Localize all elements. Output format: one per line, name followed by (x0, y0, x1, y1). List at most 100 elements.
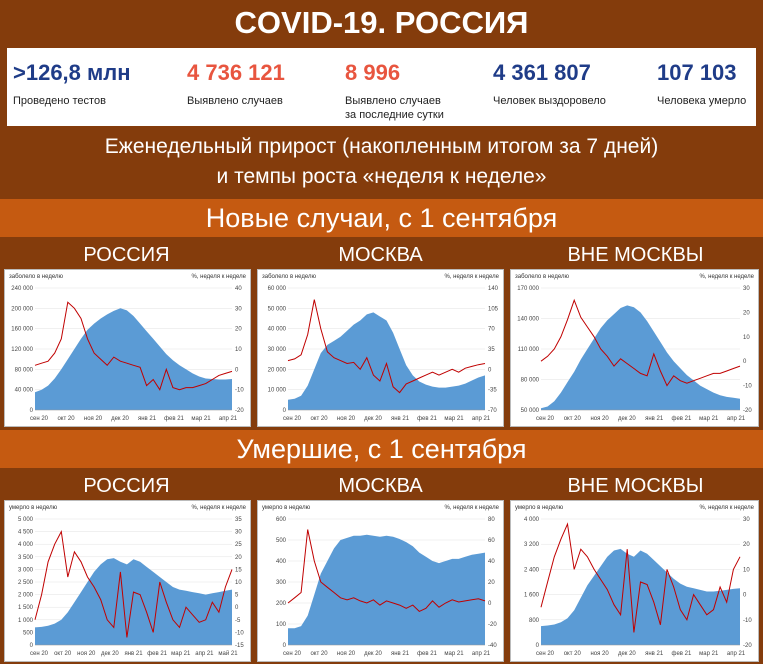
region-header-outside-moscow-deaths: ВНЕ МОСКВЫ (508, 472, 763, 500)
subtitle-line-1: Еженедельный прирост (накопленным итогом… (104, 135, 659, 158)
section-deaths: Умершие, с 1 сентября (0, 430, 763, 468)
y-tick-label: 4 000 (18, 542, 34, 548)
x-tick-label: мар 21 (699, 651, 719, 657)
x-tick-label: янв 21 (645, 416, 664, 422)
y2-tick-label: -10 (743, 618, 752, 624)
y2-tick-label: 30 (743, 517, 750, 523)
y-tick-label: 40 000 (15, 388, 34, 394)
y2-tick-label: -20 (743, 643, 752, 649)
region-header-russia-deaths: РОССИЯ (0, 472, 253, 500)
y2-tick-label: 0 (743, 359, 747, 365)
area-series (35, 308, 232, 410)
stat-recovered-value: 4 361 807 (493, 60, 591, 85)
x-tick-label: ноя 20 (337, 651, 356, 657)
y-tick-label: 2 400 (524, 567, 540, 573)
y2-tick-label: 30 (743, 286, 750, 292)
stat-tests: >126,8 млн Проведено тестов (13, 48, 173, 126)
chart-ylabel: заболело в неделю (9, 274, 63, 280)
chart-y2label: %, неделя к неделе (444, 274, 499, 280)
y-tick-label: 300 (276, 580, 287, 586)
y-tick-label: 110 000 (518, 347, 540, 353)
x-tick-label: янв 21 (391, 651, 410, 657)
y-tick-label: 1 000 (18, 618, 34, 624)
x-tick-label: окт 20 (54, 651, 72, 657)
y-tick-label: 3 200 (524, 542, 540, 548)
y2-tick-label: 10 (235, 580, 242, 586)
y2-tick-label: -20 (235, 408, 244, 414)
x-tick-label: мар 21 (699, 416, 719, 422)
x-tick-label: мар 21 (171, 651, 191, 657)
growth-rate-line (34, 301, 233, 391)
y-tick-label: 600 (276, 517, 287, 523)
y2-tick-label: 25 (235, 542, 242, 548)
stat-tests-value: >126,8 млн (13, 60, 131, 85)
x-tick-label: ноя 20 (590, 651, 609, 657)
y-tick-label: 160 000 (11, 327, 33, 333)
y-tick-label: 1 500 (18, 605, 34, 611)
chart-deaths-outside-moscow: умерло в неделю %, неделя к неделе 0 800 1 6… (510, 500, 759, 662)
y2-tick-label: 80 (488, 517, 495, 523)
y2-tick-label: -10 (743, 384, 752, 390)
page-title: COVID-19. РОССИЯ (0, 0, 763, 46)
x-tick-label: мар 21 (444, 416, 464, 422)
x-tick-label: сен 20 (30, 416, 49, 422)
chart-cases-russia: заболело в неделю %, неделя к неделе 0 40 0… (4, 269, 251, 427)
stat-deaths-value: 107 103 (657, 60, 737, 85)
y2-tick-label: -35 (488, 388, 497, 394)
growth-rate-line (540, 522, 741, 633)
stat-daily-cases-value: 8 996 (345, 60, 401, 85)
x-tick-label: сен 20 (283, 416, 302, 422)
stat-recovered-label: Человек выздоровело (493, 95, 606, 107)
x-tick-label: ноя 20 (337, 416, 356, 422)
stat-daily-cases: 8 996 Выявлено случаев за последние сутк… (345, 48, 485, 126)
y-tick-label: 0 (30, 643, 34, 649)
y-tick-label: 500 (23, 630, 34, 636)
y-tick-label: 170 000 (517, 286, 539, 292)
y-tick-label: 40 000 (268, 327, 287, 333)
y2-tick-label: 0 (488, 601, 492, 607)
region-header-outside-moscow-cases: ВНЕ МОСКВЫ (508, 241, 763, 269)
y2-tick-label: 0 (235, 367, 239, 373)
y2-tick-label: 10 (235, 347, 242, 353)
x-tick-label: апр 21 (195, 651, 214, 657)
y2-tick-label: 0 (743, 593, 747, 599)
y2-tick-label: -20 (743, 408, 752, 414)
y-tick-label: 0 (30, 408, 34, 414)
area-series (288, 312, 485, 410)
y2-tick-label: 20 (743, 542, 750, 548)
chart-ylabel: заболело в неделю (262, 274, 316, 280)
chart-deaths-moscow: умерло в неделю%, неделя к неделе 0 100 200… (257, 500, 504, 662)
y2-tick-label: -20 (488, 622, 497, 628)
x-tick-label: апр 21 (727, 651, 746, 657)
y-tick-label: 0 (283, 643, 287, 649)
chart-ylabel: умерло в неделю (515, 505, 564, 511)
x-tick-label: ноя 20 (590, 416, 609, 422)
y-tick-label: 200 (276, 601, 287, 607)
y2-tick-label: 105 (488, 306, 499, 312)
x-tick-label: янв 21 (124, 651, 143, 657)
x-tick-label: фев 21 (147, 651, 167, 657)
stat-cases-label: Выявлено случаев (187, 95, 283, 107)
y-tick-label: 50 000 (268, 306, 287, 312)
growth-rate-line (287, 299, 486, 394)
x-tick-label: дек 20 (364, 416, 382, 422)
stat-recovered: 4 361 807 Человек выздоровело (493, 48, 643, 126)
y-tick-label: 4 500 (18, 530, 34, 536)
y2-tick-label: 15 (235, 567, 242, 573)
chart-deaths-russia: умерло в неделю %, неделя к неделе 0 500 1 0… (4, 500, 251, 662)
y-tick-label: 5 000 (18, 517, 34, 523)
area-series (35, 558, 232, 645)
y-tick-label: 2 000 (18, 593, 34, 599)
y-tick-label: 0 (283, 408, 287, 414)
x-tick-label: дек 20 (618, 651, 636, 657)
y-tick-label: 140 000 (517, 317, 539, 323)
x-tick-label: янв 21 (391, 416, 410, 422)
y-tick-label: 80 000 (15, 367, 34, 373)
growth-rate-line (287, 529, 486, 612)
y-tick-label: 30 000 (268, 347, 287, 353)
subtitle: Еженедельный прирост (накопленным итогом… (0, 128, 763, 196)
y-tick-label: 50 000 (521, 408, 540, 414)
y2-tick-label: -10 (235, 388, 244, 394)
stat-cases: 4 736 121 Выявлено случаев (187, 48, 337, 126)
x-tick-label: сен 20 (536, 416, 555, 422)
